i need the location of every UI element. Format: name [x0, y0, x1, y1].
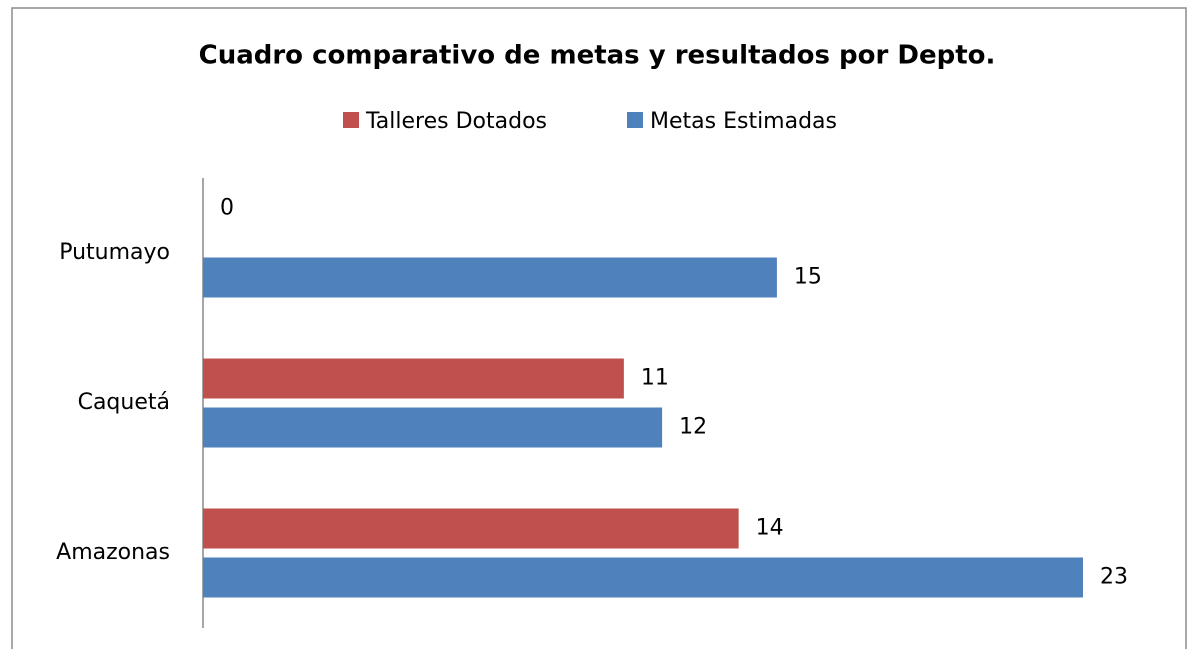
data-label: 0 [220, 196, 234, 221]
bar [203, 508, 739, 549]
legend-label: Talleres Dotados [365, 109, 547, 134]
data-label: 12 [679, 415, 707, 440]
bar [203, 358, 624, 399]
chart-title: Cuadro comparativo de metas y resultados… [199, 41, 996, 71]
chart-frame [11, 7, 1187, 649]
y-tick-label: Amazonas [56, 540, 170, 565]
data-label: 11 [641, 366, 669, 391]
legend-swatch [627, 112, 643, 128]
bar [203, 257, 777, 298]
data-label: 15 [794, 265, 822, 290]
legend-label: Metas Estimadas [650, 109, 837, 134]
y-tick-label: Caquetá [78, 390, 170, 415]
bar [203, 557, 1083, 598]
legend-swatch [343, 112, 359, 128]
bar [203, 407, 663, 448]
y-tick-label: Putumayo [59, 240, 170, 265]
data-label: 23 [1100, 565, 1128, 590]
data-label: 14 [756, 516, 784, 541]
